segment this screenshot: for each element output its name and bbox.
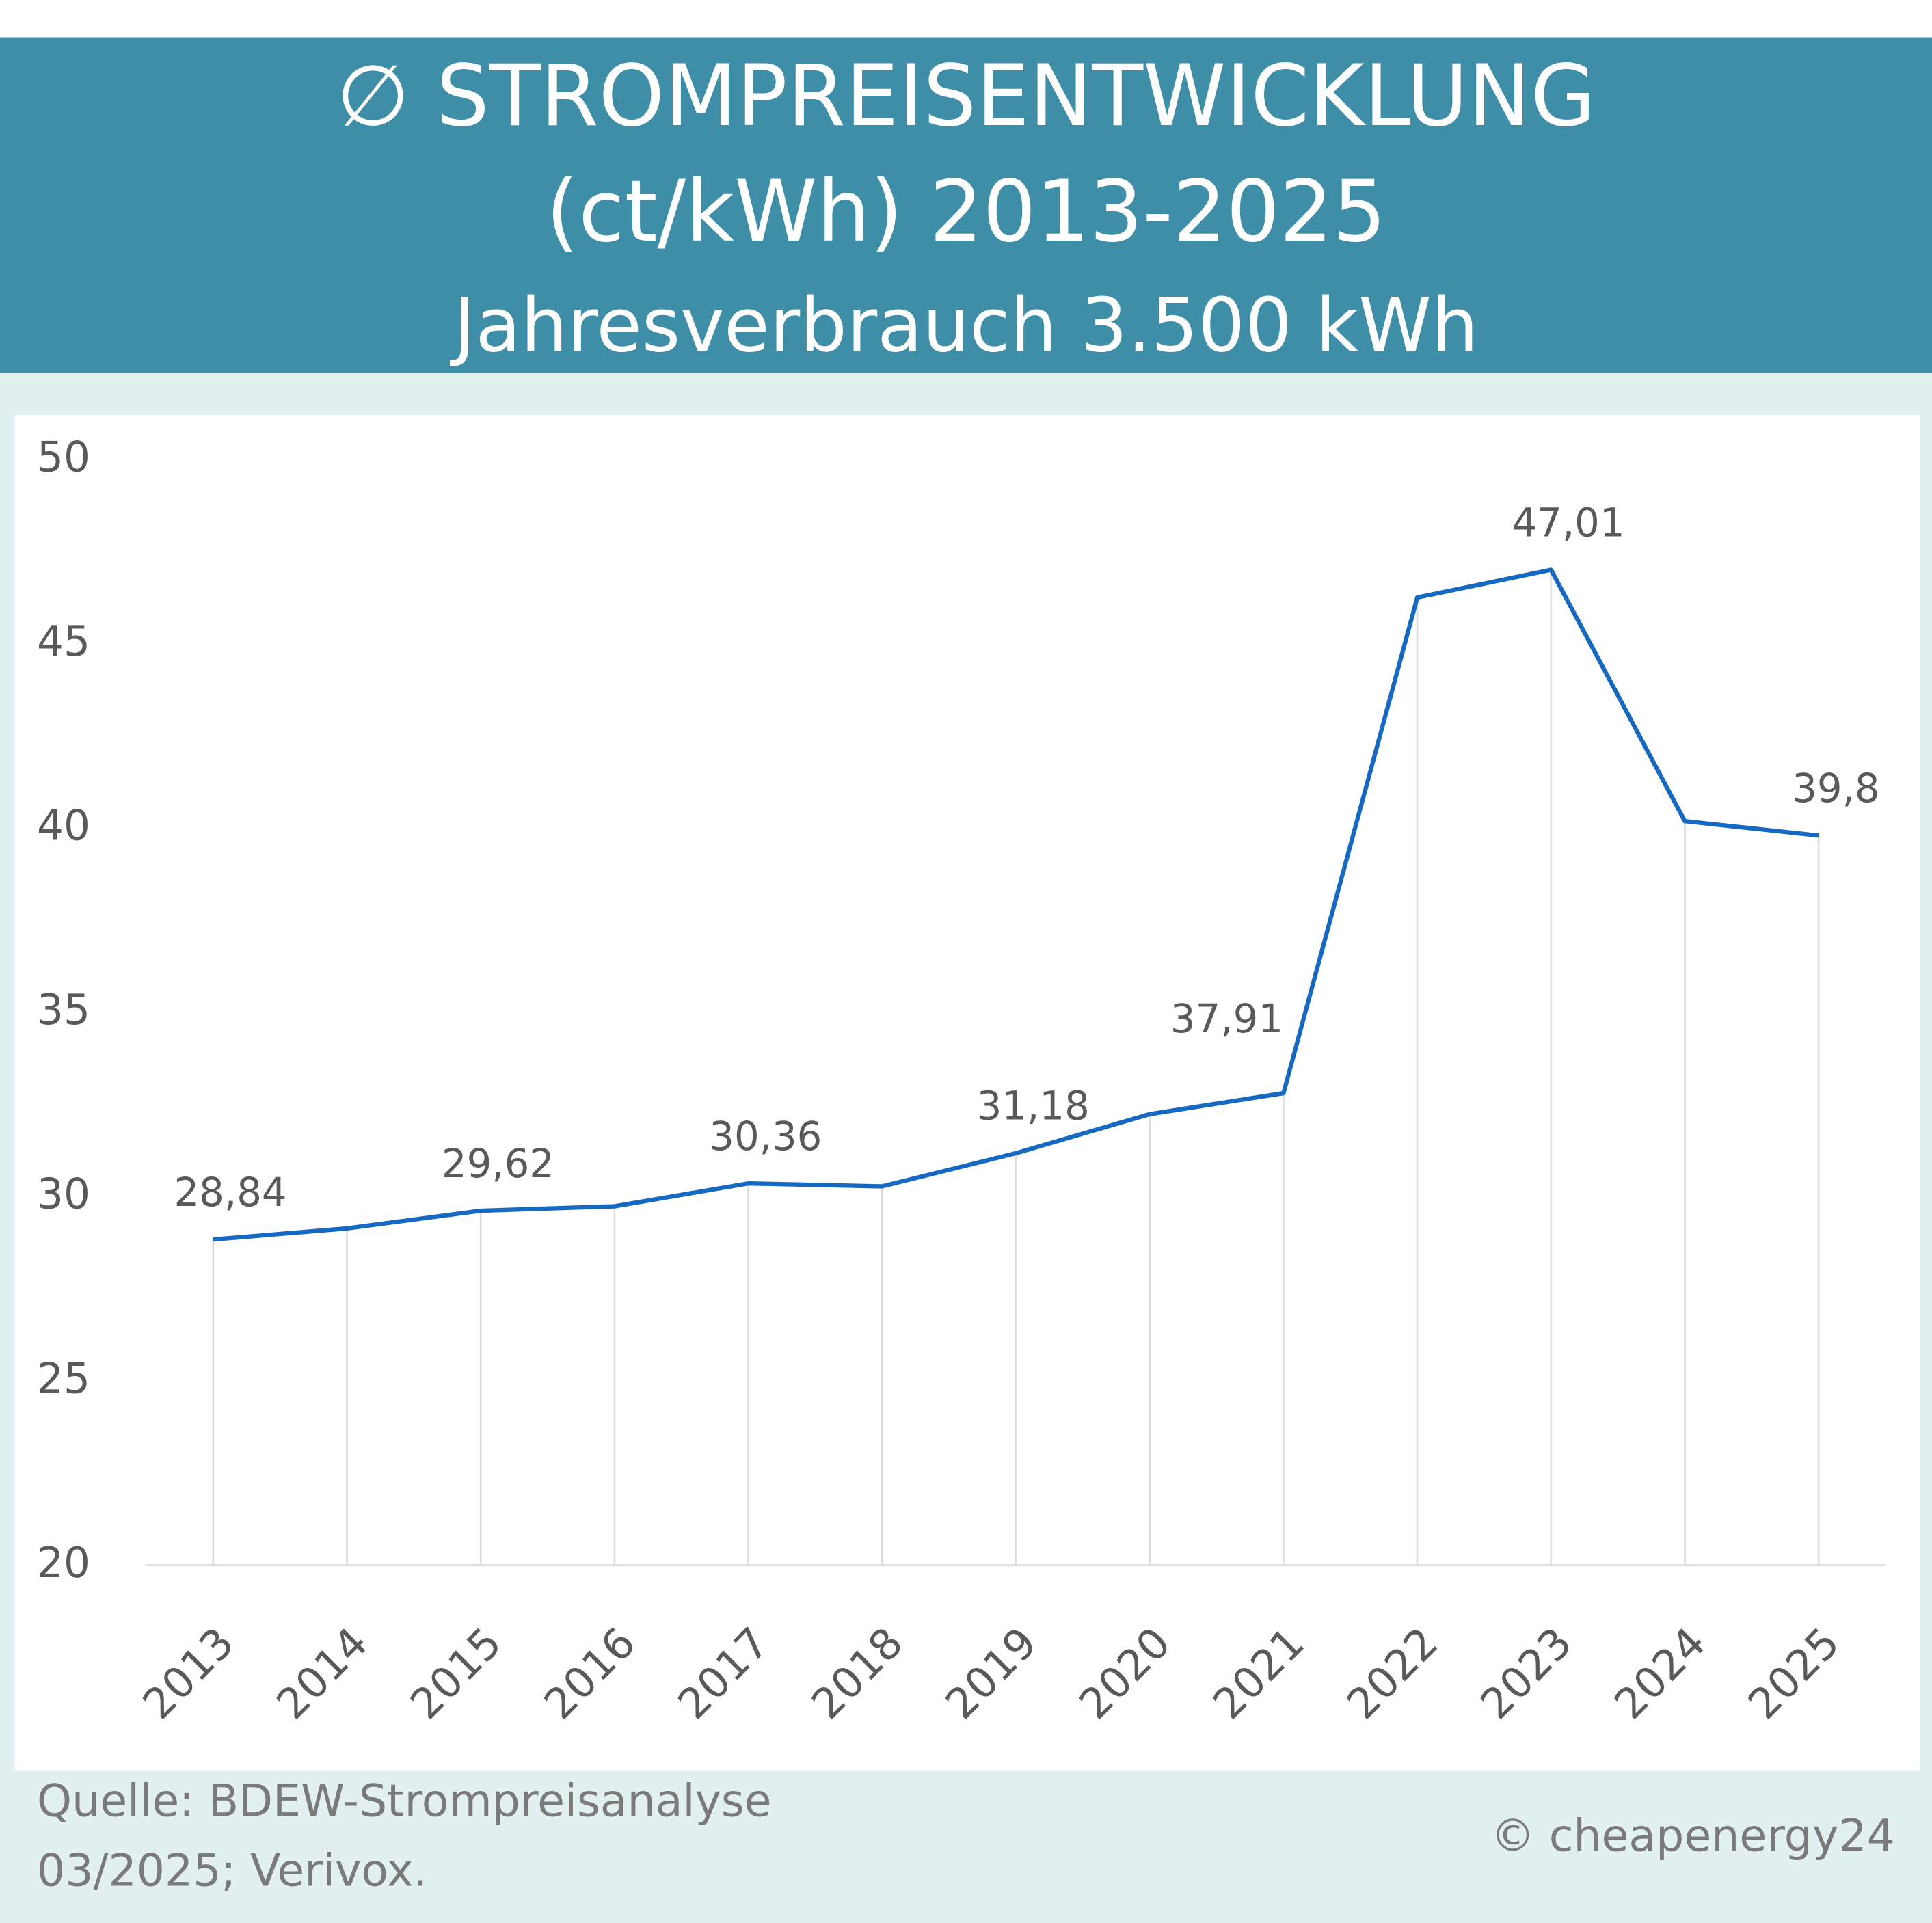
y-tick-label: 50 <box>37 432 90 481</box>
data-label: 29,62 <box>442 1140 554 1187</box>
plot-panel <box>14 414 1920 1771</box>
header <box>0 37 1932 373</box>
chart-title: (ct/kWh) 2013-2025 <box>546 163 1386 261</box>
data-label: 47,01 <box>1512 499 1624 546</box>
y-tick-label: 40 <box>37 801 90 850</box>
chart-title: ∅ STROMPREISENTWICKLUNG <box>336 47 1596 146</box>
y-tick-label: 30 <box>37 1169 90 1218</box>
data-label: 39,8 <box>1792 765 1879 811</box>
source: 03/2025; Verivox. <box>37 1845 427 1896</box>
y-tick-label: 25 <box>37 1354 90 1403</box>
data-label: 30,36 <box>709 1113 822 1159</box>
y-tick-label: 35 <box>37 985 90 1034</box>
credit: © cheapenergy24 <box>1490 1810 1895 1861</box>
data-line <box>213 567 1819 1242</box>
chart-subtitle: Jahresverbrauch 3.500 kWh <box>450 282 1479 369</box>
data-label: 28,84 <box>174 1169 286 1215</box>
annotation: 37,91 <box>1170 995 1283 1042</box>
data-label: 31,18 <box>977 1082 1090 1129</box>
source: Quelle: BDEW-Strompreisanalyse <box>37 1775 772 1827</box>
y-tick-label: 45 <box>37 617 90 666</box>
y-tick-label: 20 <box>37 1538 90 1587</box>
